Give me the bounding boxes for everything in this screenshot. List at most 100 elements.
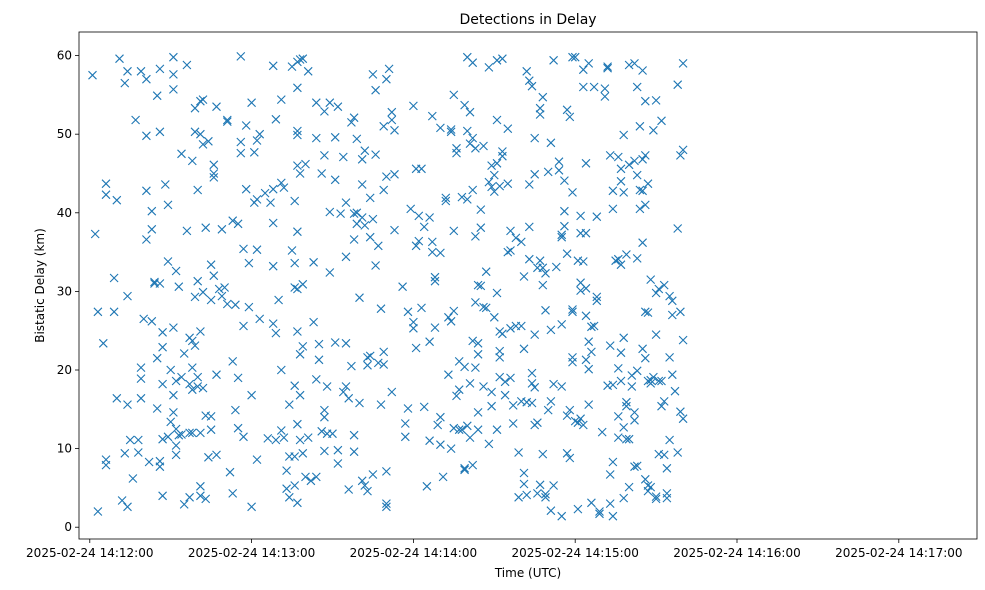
data-point (352, 219, 362, 229)
data-point (560, 176, 569, 185)
data-point (605, 470, 615, 479)
data-point (436, 440, 445, 450)
data-point (492, 288, 502, 298)
data-point (279, 183, 289, 192)
data-point (317, 426, 327, 436)
data-point (576, 414, 585, 424)
data-point (231, 300, 240, 310)
data-point (613, 412, 623, 421)
data-point (88, 70, 97, 80)
data-point (573, 504, 583, 514)
data-point (101, 179, 111, 189)
data-point (349, 447, 359, 457)
data-point (527, 379, 537, 388)
data-point (142, 235, 151, 244)
data-point (147, 206, 157, 216)
data-point (632, 461, 642, 471)
data-point (193, 372, 203, 382)
data-point (349, 209, 359, 218)
data-point (473, 408, 483, 417)
data-point (163, 432, 173, 442)
data-point (325, 268, 335, 277)
data-point (309, 317, 318, 327)
data-point (303, 433, 313, 442)
data-point (155, 279, 165, 288)
data-point (565, 405, 575, 415)
data-point (471, 363, 480, 372)
data-point (460, 465, 469, 475)
data-point (190, 103, 200, 113)
data-point (603, 63, 612, 73)
data-point (174, 430, 184, 440)
data-point (419, 402, 429, 412)
data-point (522, 66, 532, 76)
data-point (613, 364, 623, 373)
data-point (568, 353, 577, 362)
data-point (217, 224, 227, 234)
data-point (349, 113, 359, 123)
data-point (524, 222, 534, 232)
data-point (333, 459, 343, 468)
data-point (646, 275, 656, 284)
data-point (662, 489, 672, 498)
data-point (651, 494, 661, 504)
y-axis: 0 10 20 30 40 50 60 (57, 49, 79, 534)
data-point (123, 502, 132, 512)
data-point (293, 498, 302, 508)
data-point (565, 453, 575, 463)
data-point (204, 452, 213, 462)
data-point (142, 131, 151, 141)
data-point (608, 204, 618, 214)
data-point (543, 167, 553, 177)
data-point (344, 485, 354, 494)
data-point (646, 482, 656, 492)
data-point (616, 348, 626, 358)
data-point (419, 222, 429, 232)
data-point (123, 400, 132, 409)
data-point (268, 218, 278, 228)
data-point (147, 316, 157, 326)
data-point (325, 207, 335, 217)
data-point (196, 481, 205, 491)
data-point (613, 433, 623, 442)
data-point (341, 382, 351, 391)
data-point (479, 141, 488, 151)
data-point (425, 436, 434, 446)
data-point (101, 460, 111, 470)
data-point (93, 307, 103, 317)
data-point (581, 283, 591, 293)
data-point (484, 177, 494, 187)
data-point (535, 110, 545, 119)
data-point (349, 430, 359, 440)
data-point (382, 502, 391, 512)
data-point (169, 52, 178, 62)
data-point (400, 419, 410, 428)
data-point (293, 419, 302, 429)
data-point (616, 164, 626, 174)
data-point (630, 408, 639, 417)
data-point (487, 182, 496, 192)
data-point (293, 327, 302, 336)
data-point (136, 363, 146, 372)
data-point (379, 121, 389, 131)
data-point (225, 467, 235, 477)
data-point (120, 78, 130, 88)
data-point (322, 382, 332, 391)
data-point (158, 434, 167, 444)
data-point (632, 170, 642, 180)
data-point (177, 149, 186, 159)
data-point (330, 132, 340, 142)
data-point (174, 282, 184, 292)
data-point (640, 200, 650, 210)
data-point (659, 450, 669, 460)
data-point (584, 337, 594, 347)
data-point (471, 298, 480, 307)
data-point (608, 186, 618, 196)
data-point (357, 180, 367, 189)
data-point (328, 429, 337, 439)
data-point (516, 237, 526, 247)
data-point (360, 146, 370, 156)
data-point (462, 421, 472, 431)
data-point (341, 198, 351, 207)
data-point (465, 433, 475, 442)
